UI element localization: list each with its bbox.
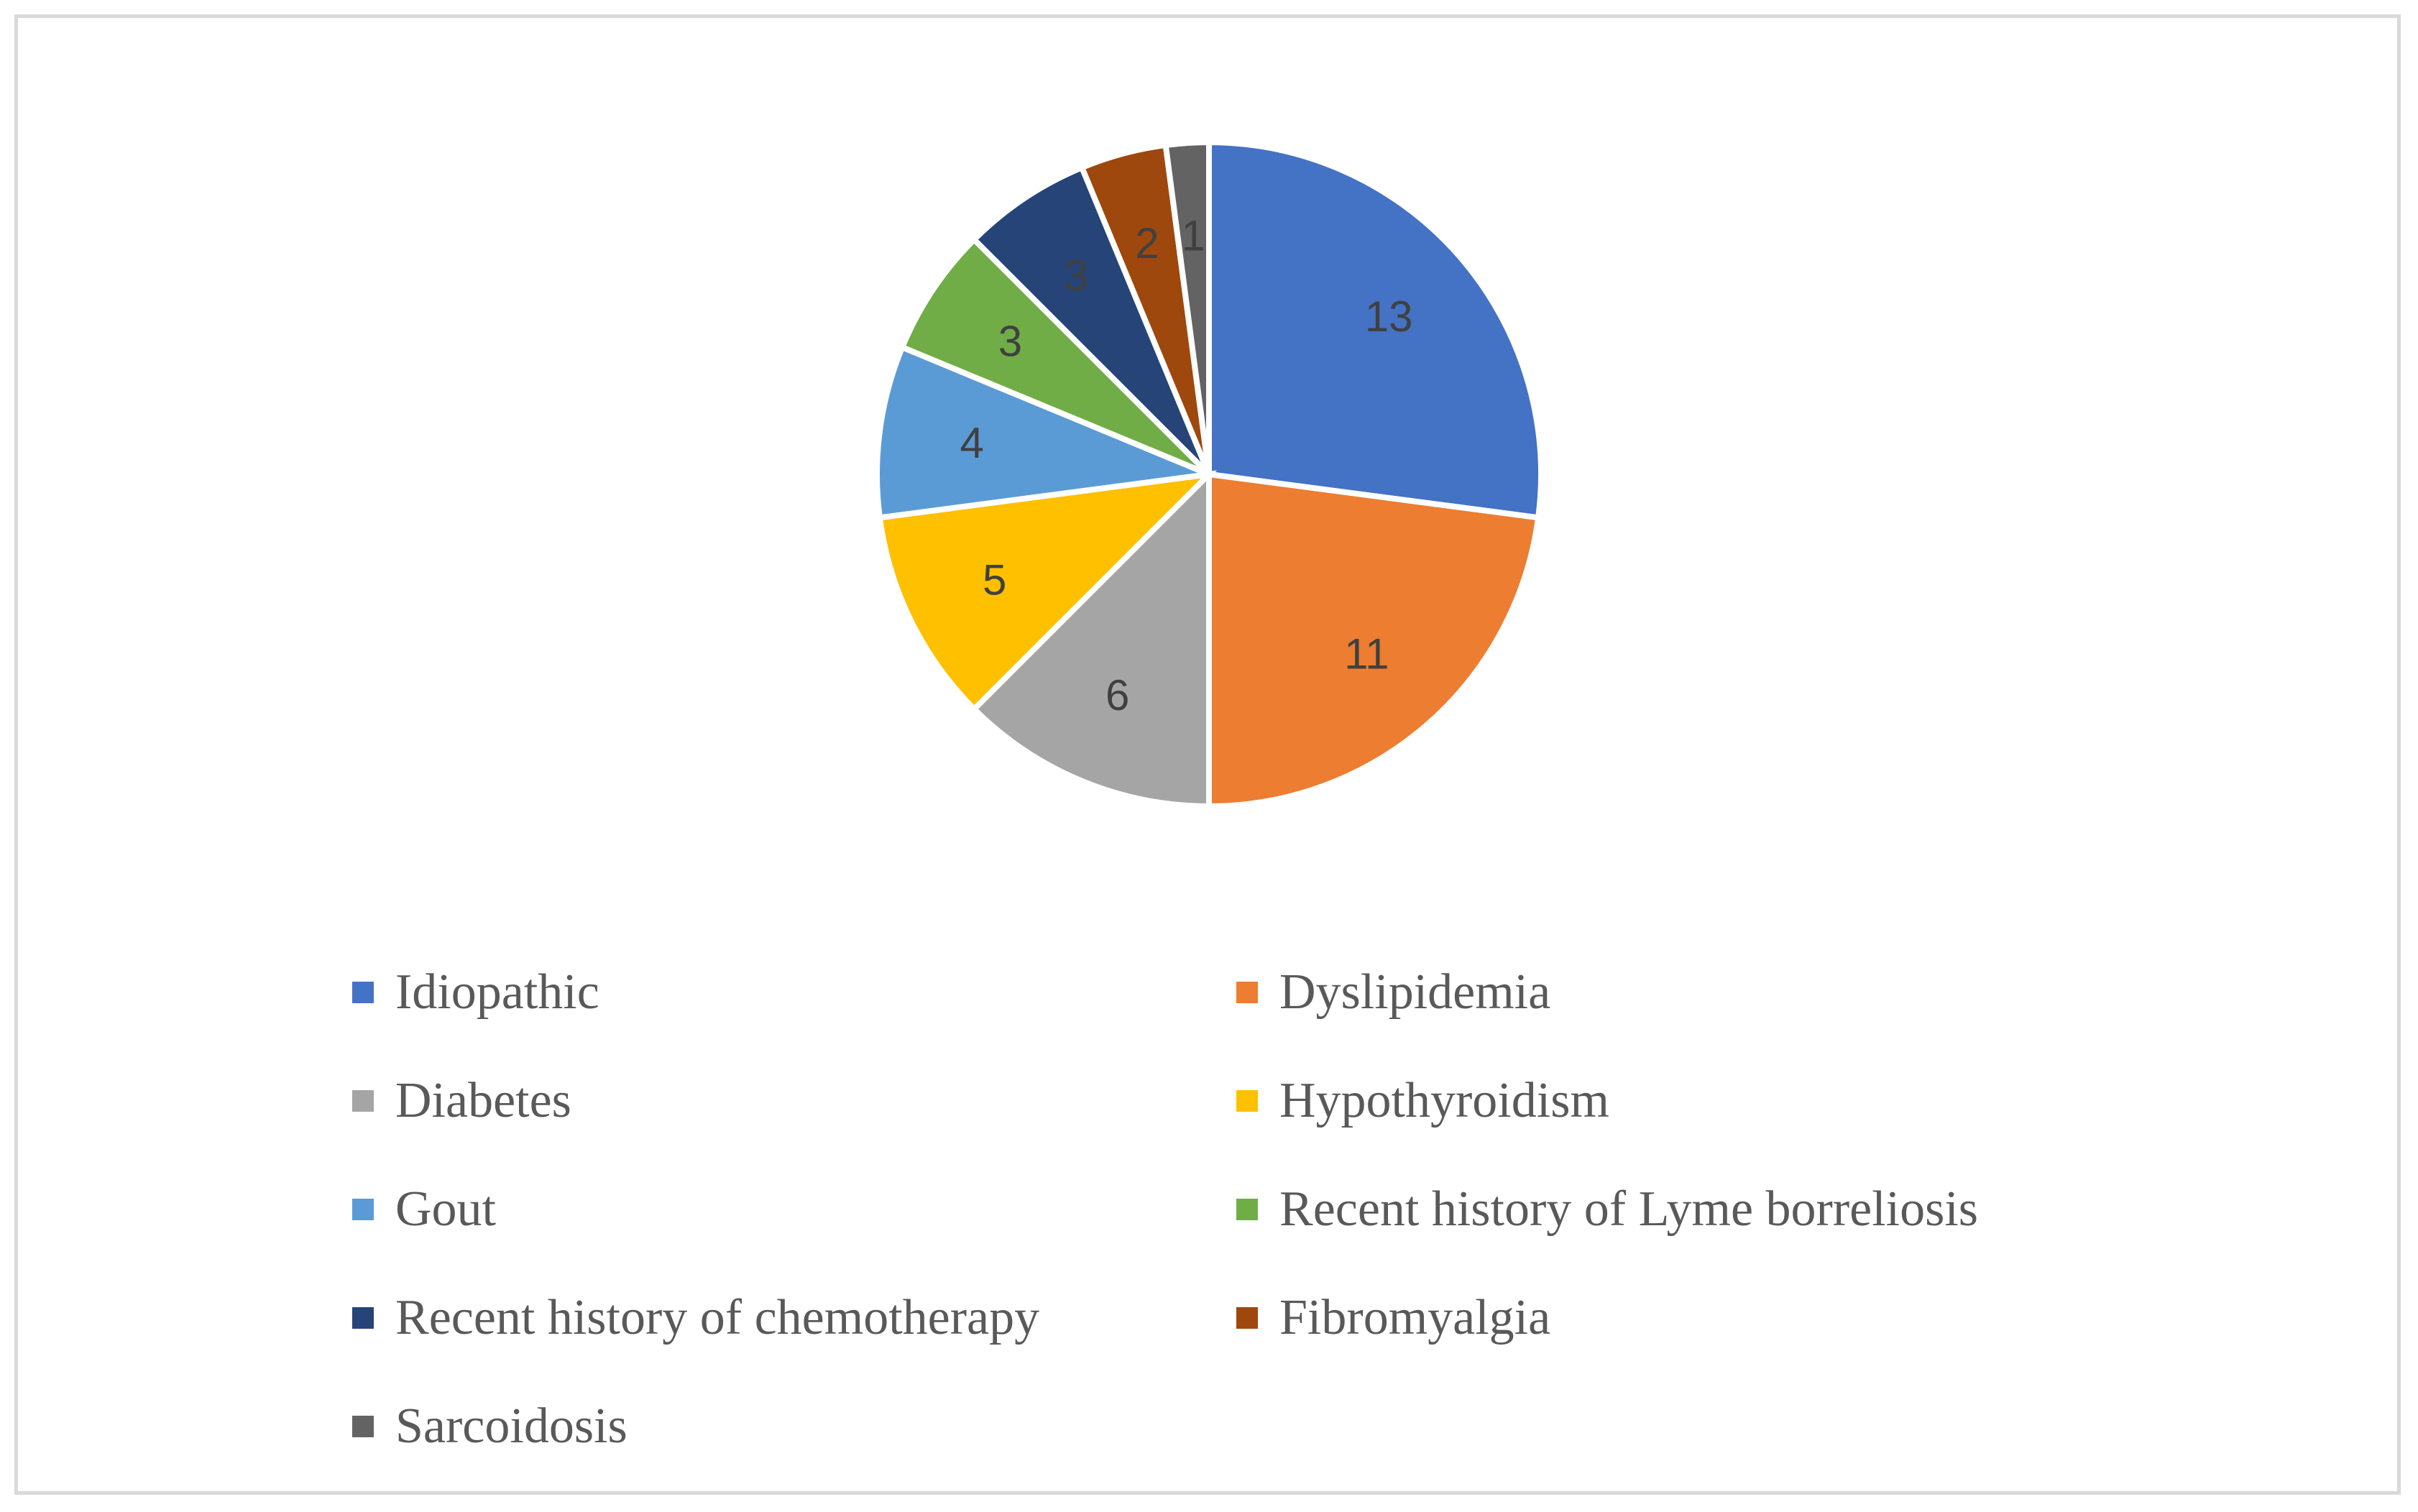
pie-slice-6 (898, 235, 1211, 477)
legend-label-9: Sarcoidosis (395, 1398, 628, 1454)
legend-label-8: Fibromyalgia (1279, 1289, 1551, 1345)
data-label-8: 2 (1135, 219, 1159, 267)
data-label-2: 11 (1344, 630, 1389, 678)
pie-slice-1 (1206, 139, 1544, 521)
data-label-1: 13 (1365, 292, 1413, 341)
pie-slice-9 (1162, 139, 1212, 475)
legend-item-1: Idiopathic (352, 938, 1236, 1046)
legend-swatch-7 (352, 1306, 374, 1329)
legend-item-4: Hypothyroidism (1236, 1046, 2149, 1155)
data-label-5: 4 (960, 419, 984, 467)
legend-label-3: Diabetes (395, 1072, 571, 1128)
legend-swatch-5 (352, 1198, 374, 1220)
legend-label-4: Hypothyroidism (1279, 1072, 1609, 1128)
pie-slice-5 (874, 343, 1221, 521)
legend-item-2: Dyslipidemia (1236, 938, 2149, 1046)
legend-label-1: Idiopathic (395, 964, 599, 1020)
legend-item-8: Fibromyalgia (1236, 1263, 2149, 1372)
legend-swatch-6 (1236, 1198, 1258, 1220)
legend-label-2: Dyslipidemia (1279, 964, 1551, 1020)
legend-swatch-1 (352, 981, 374, 1003)
legend-swatch-3 (352, 1089, 374, 1112)
legend-label-7: Recent history of chemotherapy (395, 1289, 1040, 1345)
legend: Idiopathic Dyslipidemia Diabetes Hypothyroi… (352, 938, 2149, 1480)
legend-label-6: Recent history of Lyme borreliosis (1279, 1181, 1979, 1237)
pie-slice-7 (970, 163, 1212, 476)
legend-item-5: Gout (352, 1155, 1236, 1263)
legend-swatch-4 (1236, 1089, 1258, 1112)
legend-item-3: Diabetes (352, 1046, 1236, 1155)
legend-item-9: Sarcoidosis (352, 1372, 1236, 1480)
data-label-6: 3 (998, 318, 1022, 366)
legend-item-6: Recent history of Lyme borreliosis (1236, 1155, 2149, 1263)
pie-slice-4 (876, 470, 1218, 714)
legend-swatch-8 (1236, 1306, 1258, 1329)
pie-slice-2 (1206, 471, 1542, 810)
data-label-3: 6 (1105, 671, 1129, 719)
legend-swatch-9 (352, 1415, 374, 1437)
legend-label-5: Gout (395, 1181, 496, 1237)
data-label-9: 1 (1182, 212, 1205, 260)
legend-item-7: Recent history of chemotherapy (352, 1263, 1236, 1372)
legend-swatch-2 (1236, 981, 1258, 1003)
data-label-7: 3 (1065, 252, 1088, 300)
pie-slice-3 (970, 467, 1212, 810)
data-label-4: 5 (983, 556, 1006, 604)
pie-slices (874, 139, 1544, 810)
